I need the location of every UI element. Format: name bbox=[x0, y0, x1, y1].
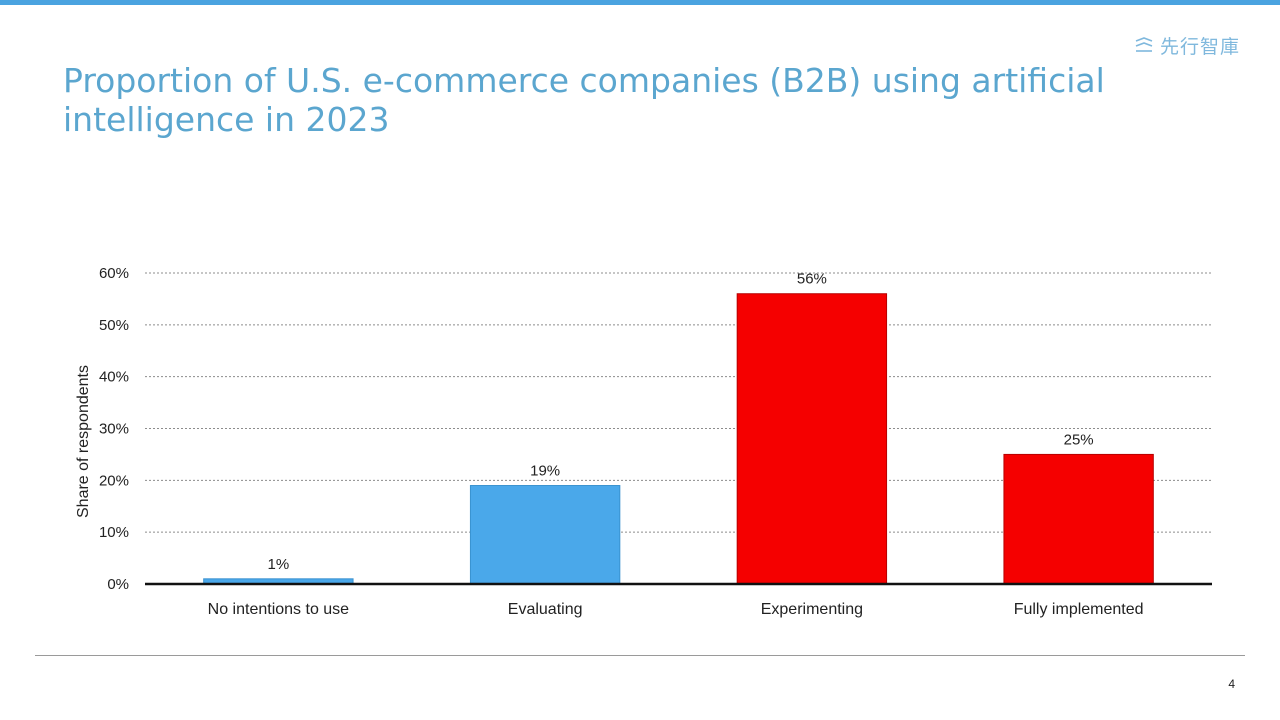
y-axis-ticks: 0% 10% 20% 30% 40% 50% 60% bbox=[99, 265, 129, 593]
y-axis-label: Share of respondents bbox=[75, 365, 92, 518]
data-label: 1% bbox=[268, 556, 290, 573]
y-tick-label: 40% bbox=[99, 369, 129, 386]
data-labels: 1% 19% 56% 25% bbox=[268, 271, 1094, 573]
y-tick-label: 20% bbox=[99, 472, 129, 489]
footer-divider bbox=[35, 655, 1245, 656]
y-tick-label: 50% bbox=[99, 317, 129, 334]
data-label: 19% bbox=[530, 463, 560, 480]
x-tick-label: Fully implemented bbox=[1014, 601, 1144, 618]
data-label: 25% bbox=[1064, 431, 1094, 448]
data-label: 56% bbox=[797, 271, 827, 288]
bar bbox=[736, 293, 888, 585]
y-tick-label: 0% bbox=[107, 576, 129, 593]
brand-name: 先行智庫 bbox=[1159, 36, 1240, 58]
y-tick-label: 30% bbox=[99, 421, 129, 438]
bar bbox=[469, 485, 621, 585]
brand-logo-icon bbox=[1135, 36, 1153, 52]
top-accent-bar bbox=[0, 0, 1280, 5]
page-number: 4 bbox=[1228, 677, 1235, 691]
x-axis-ticks: No intentions to use Evaluating Experiment… bbox=[208, 601, 1144, 618]
x-tick-label: Evaluating bbox=[508, 601, 583, 618]
x-tick-label: Experimenting bbox=[761, 601, 863, 618]
brand-logo: 先行智庫 bbox=[1134, 32, 1240, 59]
bar bbox=[1003, 453, 1154, 585]
y-tick-label: 10% bbox=[99, 524, 129, 541]
y-tick-label: 60% bbox=[99, 265, 129, 282]
x-tick-label: No intentions to use bbox=[208, 601, 350, 618]
bars bbox=[203, 293, 1154, 585]
chart-title: Proportion of U.S. e-commerce companies … bbox=[63, 61, 1105, 139]
